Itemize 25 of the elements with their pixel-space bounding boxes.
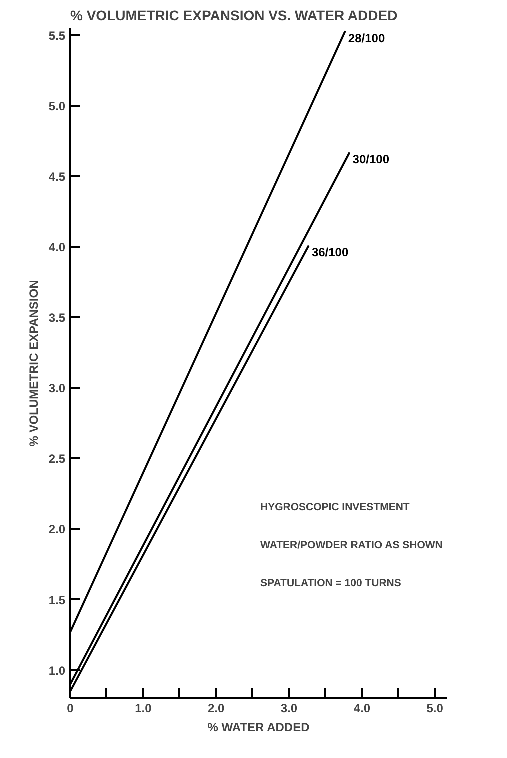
x-tick-label: 1.0: [135, 702, 152, 716]
y-tick-label: 1.0: [48, 664, 66, 678]
series-label: 36/100: [312, 246, 349, 260]
x-tick-label: 0: [67, 702, 74, 716]
x-tick-label: 2.0: [208, 702, 226, 716]
y-tick-label: 2.5: [48, 452, 66, 466]
x-tick-label: 3.0: [280, 702, 298, 716]
y-tick-label: 4.0: [48, 240, 66, 255]
y-axis-title: % VOLUMETRIC EXPANSION: [26, 280, 41, 447]
y-tick-label: 5.5: [48, 29, 66, 44]
y-tick-label: 3.0: [48, 382, 66, 396]
chart-title: % VOLUMETRIC EXPANSION VS. WATER ADDED: [70, 8, 398, 24]
annotation: SPATULATION = 100 TURNS: [260, 578, 402, 590]
y-tick-label: 2.0: [48, 522, 66, 537]
y-tick-label: 5.0: [48, 100, 66, 114]
series-label: 30/100: [352, 152, 390, 167]
y-tick-label: 3.5: [48, 311, 66, 326]
y-tick-label: 4.5: [48, 170, 66, 184]
series-label: 28/100: [348, 31, 386, 46]
x-tick-label: 4.0: [354, 702, 371, 716]
annotation: HYGROSCOPIC INVESTMENT: [260, 502, 410, 514]
x-tick-label: 5.0: [426, 702, 444, 716]
y-tick-label: 1.5: [48, 593, 66, 608]
x-axis-title: % WATER ADDED: [208, 720, 310, 734]
annotation: WATER/POWDER RATIO AS SHOWN: [260, 540, 443, 552]
